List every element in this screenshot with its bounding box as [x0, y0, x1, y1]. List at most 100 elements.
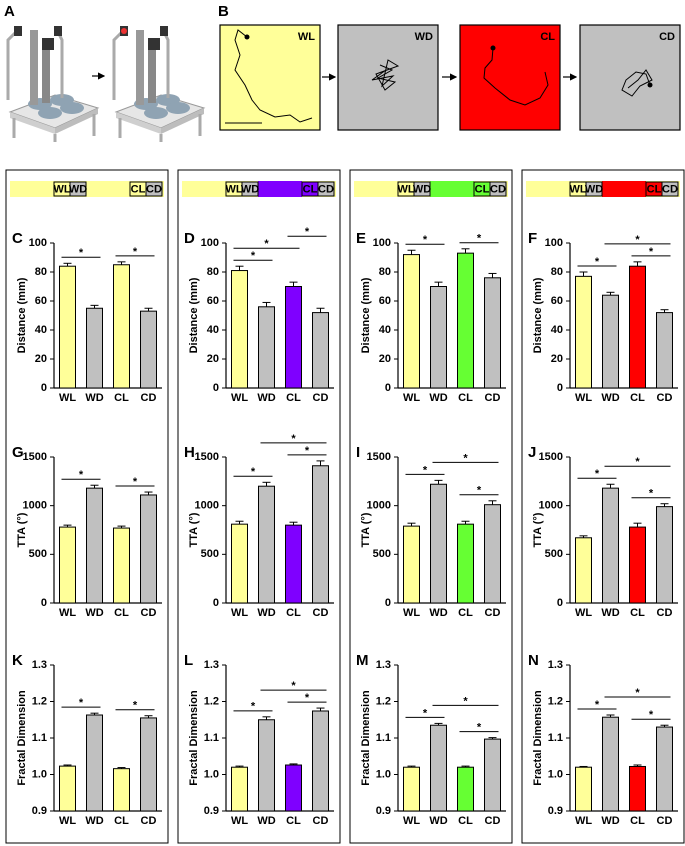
- bar: [629, 526, 646, 604]
- x-tick-label: CD: [313, 815, 329, 827]
- bar: [602, 487, 619, 604]
- y-axis-label: Distance (mm): [360, 277, 372, 353]
- trajectory: [371, 59, 400, 91]
- start-dot: [490, 45, 496, 51]
- y-tick-label: 1.3: [32, 659, 47, 671]
- y-axis-label: TTA (°): [532, 512, 544, 547]
- x-tick-label: CL: [458, 815, 473, 827]
- significance-label: *: [477, 485, 482, 497]
- y-tick-label: 60: [379, 295, 391, 307]
- bar: [231, 523, 248, 604]
- strip-label: CD: [662, 183, 678, 195]
- y-tick-label: 1.0: [548, 768, 563, 780]
- trajectory-box: [219, 24, 321, 131]
- y-tick-label: 1500: [195, 451, 219, 463]
- panel-letter: D: [184, 230, 195, 247]
- start-dot: [244, 34, 250, 40]
- y-tick-label: 1000: [539, 500, 563, 512]
- significance-label: *: [305, 692, 310, 704]
- y-tick-label: 1.2: [32, 695, 47, 707]
- panel-letter: J: [528, 444, 536, 461]
- panel-letter: L: [184, 652, 193, 669]
- strip-box: [489, 181, 507, 197]
- x-tick-label: CL: [286, 815, 301, 827]
- significance-label: *: [133, 700, 138, 712]
- strip-segment: [86, 181, 130, 197]
- bar: [140, 494, 157, 604]
- y-axis-label: TTA (°): [360, 512, 372, 547]
- y-tick-label: 1500: [367, 451, 391, 463]
- x-tick-label: WD: [257, 392, 275, 404]
- strip-label: CD: [490, 183, 506, 195]
- significance-label: *: [133, 476, 138, 488]
- y-tick-label: 0: [213, 382, 219, 394]
- bar: [258, 485, 275, 604]
- x-tick-label: WL: [575, 607, 592, 619]
- panel-letter: G: [12, 444, 24, 461]
- y-tick-label: 40: [35, 324, 47, 336]
- strip-label: WD: [241, 183, 259, 195]
- significance-label: *: [649, 709, 654, 721]
- bar: [113, 768, 130, 812]
- significance-label: *: [595, 699, 600, 711]
- x-tick-label: WD: [257, 607, 275, 619]
- strip-box: [145, 181, 163, 197]
- strip-label: CD: [146, 183, 162, 195]
- y-tick-label: 80: [207, 266, 219, 278]
- x-tick-label: WD: [601, 607, 619, 619]
- significance-label: *: [291, 433, 296, 445]
- y-tick-label: 40: [379, 324, 391, 336]
- bar: [484, 277, 501, 389]
- bar: [629, 265, 646, 389]
- trajectory-box: [459, 24, 561, 131]
- bar: [140, 310, 157, 389]
- significance-label: *: [463, 452, 468, 464]
- y-tick-label: 1.1: [32, 732, 47, 744]
- y-tick-label: 1.0: [32, 768, 47, 780]
- significance-label: *: [595, 468, 600, 480]
- y-tick-label: 1.0: [204, 768, 219, 780]
- bar: [403, 254, 420, 389]
- bar: [59, 526, 76, 604]
- rig-illustration: [112, 26, 206, 142]
- y-tick-label: 1.1: [548, 732, 563, 744]
- panel-letter: A: [4, 3, 15, 20]
- x-tick-label: CD: [485, 815, 501, 827]
- y-tick-label: 0.9: [204, 805, 219, 817]
- y-tick-label: 1000: [195, 500, 219, 512]
- significance-label: *: [649, 246, 654, 258]
- y-tick-label: 20: [551, 353, 563, 365]
- bar: [457, 766, 474, 812]
- bar: [656, 726, 673, 812]
- y-tick-label: 1.2: [548, 695, 563, 707]
- x-tick-label: CD: [657, 607, 673, 619]
- y-tick-label: 0: [385, 382, 391, 394]
- bar: [86, 714, 103, 812]
- strip-label: CL: [131, 183, 146, 195]
- y-axis-label: Distance (mm): [16, 277, 28, 353]
- strip-label: WL: [397, 183, 414, 195]
- bar: [430, 483, 447, 604]
- y-tick-label: 0: [385, 597, 391, 609]
- bar: [575, 275, 592, 389]
- bar: [285, 764, 302, 812]
- y-axis-label: Fractal Dimension: [360, 690, 372, 786]
- y-tick-label: 500: [373, 548, 391, 560]
- y-tick-label: 1.1: [376, 732, 391, 744]
- y-tick-label: 0: [41, 597, 47, 609]
- y-axis-label: Fractal Dimension: [532, 690, 544, 786]
- bar: [86, 307, 103, 389]
- y-tick-label: 100: [373, 237, 391, 249]
- strip-box: [585, 181, 603, 197]
- y-tick-label: 20: [207, 353, 219, 365]
- x-tick-label: CD: [313, 392, 329, 404]
- significance-label: *: [79, 247, 84, 259]
- y-tick-label: 20: [35, 353, 47, 365]
- bar: [113, 264, 130, 389]
- significance-label: *: [251, 250, 256, 262]
- x-tick-label: CD: [141, 392, 157, 404]
- x-tick-label: WD: [601, 392, 619, 404]
- bar: [113, 527, 130, 604]
- x-tick-label: WD: [85, 607, 103, 619]
